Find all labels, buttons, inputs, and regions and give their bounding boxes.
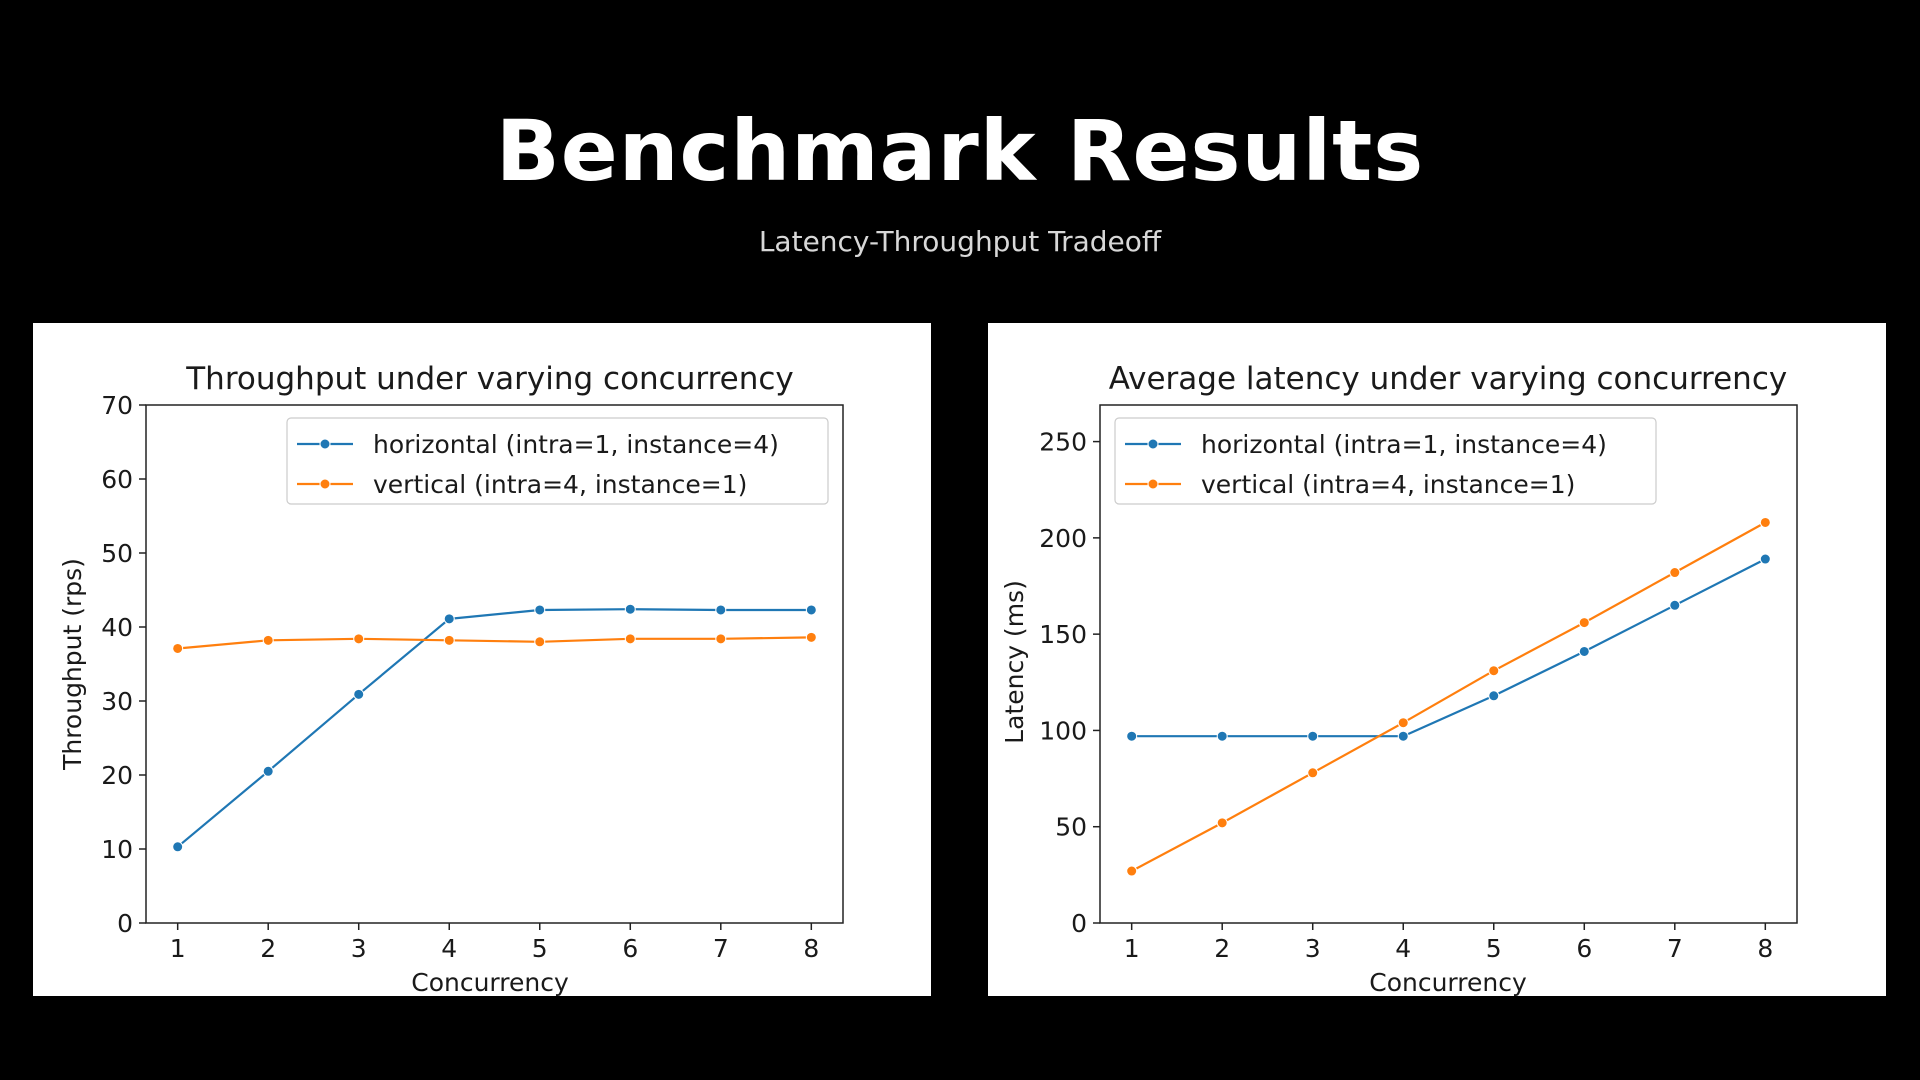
series-line-1	[1131, 521, 1766, 872]
data-point	[1759, 553, 1771, 565]
series-line-1	[177, 636, 812, 650]
x-tick-label: 5	[1486, 934, 1502, 963]
y-tick-label: 50	[101, 539, 133, 568]
x-tick-label: 7	[1667, 934, 1683, 963]
data-point	[262, 765, 274, 777]
data-point	[172, 642, 184, 654]
data-point	[172, 841, 184, 853]
data-point	[1126, 730, 1138, 742]
data-point	[1578, 645, 1590, 657]
data-point	[805, 631, 817, 643]
x-tick-label: 4	[441, 934, 457, 963]
y-tick-label: 20	[101, 761, 133, 790]
data-point	[353, 633, 365, 645]
y-axis-label: Throughput (rps)	[58, 558, 87, 771]
y-axis-label: Latency (ms)	[1000, 580, 1029, 744]
x-tick-label: 6	[1576, 934, 1592, 963]
data-point	[262, 634, 274, 646]
chart-title: Throughput under varying concurrency	[185, 361, 794, 397]
x-tick-label: 2	[1214, 934, 1230, 963]
x-tick-label: 5	[532, 934, 548, 963]
x-tick-label: 8	[1757, 934, 1773, 963]
data-point	[1307, 767, 1319, 779]
legend-label: horizontal (intra=1, instance=4)	[373, 430, 779, 459]
legend-box	[286, 417, 829, 505]
data-point	[1397, 730, 1409, 742]
data-point	[353, 688, 365, 700]
data-point	[1669, 599, 1681, 611]
data-point	[443, 634, 455, 646]
y-tick-label: 40	[101, 613, 133, 642]
data-point	[443, 613, 455, 625]
legend-marker	[1147, 438, 1159, 450]
x-tick-label: 8	[803, 934, 819, 963]
y-tick-label: 150	[1039, 620, 1087, 649]
x-tick-label: 2	[260, 934, 276, 963]
data-point	[715, 633, 727, 645]
throughput-chart-panel: Throughput under varying concurrency Con…	[33, 323, 931, 996]
y-tick-label: 200	[1039, 524, 1087, 553]
y-tick-label: 100	[1039, 716, 1087, 745]
data-point	[1216, 730, 1228, 742]
y-tick-label: 30	[101, 687, 133, 716]
latency-chart-panel: Average latency under varying concurrenc…	[988, 323, 1886, 996]
data-point	[1578, 617, 1590, 629]
data-point	[1488, 665, 1500, 677]
y-tick-label: 60	[101, 465, 133, 494]
legend-marker	[319, 438, 331, 450]
legend-label: vertical (intra=4, instance=1)	[1201, 470, 1575, 499]
x-tick-label: 6	[622, 934, 638, 963]
chart-title: Average latency under varying concurrenc…	[1109, 361, 1787, 397]
data-point	[624, 603, 636, 615]
legend-box	[1114, 417, 1657, 505]
data-point	[1488, 690, 1500, 702]
legend-label: vertical (intra=4, instance=1)	[373, 470, 747, 499]
data-point	[624, 633, 636, 645]
slide-subtitle: Latency-Throughput Tradeoff	[758, 225, 1162, 258]
y-tick-label: 50	[1055, 813, 1087, 842]
x-tick-label: 1	[170, 934, 186, 963]
y-tick-label: 70	[101, 391, 133, 420]
x-tick-label: 7	[713, 934, 729, 963]
slide-title: Benchmark Results	[495, 102, 1425, 200]
y-tick-label: 0	[117, 909, 133, 938]
data-point	[1669, 567, 1681, 579]
x-axis-label: Concurrency	[411, 968, 569, 996]
data-point	[534, 604, 546, 616]
legend-label: horizontal (intra=1, instance=4)	[1201, 430, 1607, 459]
plot-frame	[1099, 404, 1798, 924]
data-point	[805, 604, 817, 616]
legend-marker	[1147, 478, 1159, 490]
legend-marker	[319, 478, 331, 490]
x-tick-label: 3	[351, 934, 367, 963]
throughput-chart: Throughput under varying concurrency Con…	[58, 361, 844, 996]
y-tick-label: 250	[1039, 428, 1087, 457]
data-point	[1759, 516, 1771, 528]
x-tick-label: 3	[1305, 934, 1321, 963]
data-point	[1397, 717, 1409, 729]
data-point	[1307, 730, 1319, 742]
x-tick-label: 4	[1395, 934, 1411, 963]
series-line-0	[176, 608, 812, 848]
y-tick-label: 10	[101, 835, 133, 864]
x-tick-label: 1	[1124, 934, 1140, 963]
data-point	[534, 636, 546, 648]
plot-frame	[145, 404, 844, 924]
series-line-0	[1131, 558, 1766, 738]
data-point	[1126, 865, 1138, 877]
x-axis-label: Concurrency	[1369, 968, 1527, 996]
data-point	[1216, 817, 1228, 829]
latency-chart: Average latency under varying concurrenc…	[1000, 361, 1798, 996]
data-point	[715, 604, 727, 616]
y-tick-label: 0	[1071, 909, 1087, 938]
